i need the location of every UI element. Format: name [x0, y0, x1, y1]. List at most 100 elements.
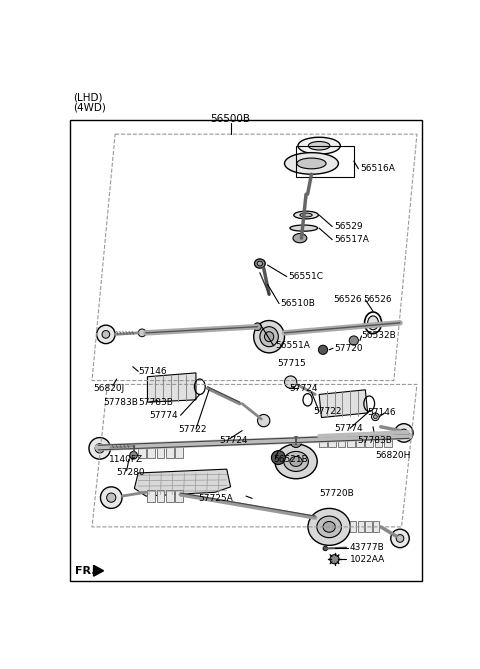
Text: 1022AA: 1022AA [350, 555, 385, 564]
Text: 57724: 57724 [289, 384, 318, 393]
Text: 56532B: 56532B [361, 331, 396, 341]
Ellipse shape [294, 211, 318, 219]
Ellipse shape [260, 326, 278, 347]
Text: 56521B: 56521B [273, 455, 308, 464]
Ellipse shape [264, 332, 274, 342]
Text: 57715: 57715 [277, 359, 306, 368]
Text: (LHD): (LHD) [73, 92, 102, 102]
Text: 1140FZ: 1140FZ [109, 455, 143, 464]
Circle shape [396, 535, 404, 543]
Text: 57720B: 57720B [319, 489, 354, 498]
Ellipse shape [300, 213, 312, 217]
Bar [350, 520, 356, 531]
Circle shape [138, 329, 146, 337]
Text: 57146: 57146 [368, 408, 396, 417]
Ellipse shape [290, 456, 302, 466]
Bar [156, 444, 164, 458]
Bar [71, 120, 421, 581]
Circle shape [330, 555, 339, 564]
Circle shape [254, 323, 262, 330]
Bar [166, 444, 174, 458]
Circle shape [130, 452, 137, 459]
Text: 43777B: 43777B [350, 543, 384, 552]
Text: 57280: 57280 [117, 468, 145, 478]
Ellipse shape [275, 444, 317, 479]
Bar [374, 434, 382, 447]
Bar [328, 434, 336, 447]
Text: 56526: 56526 [363, 295, 392, 304]
Bar [138, 444, 146, 458]
Ellipse shape [317, 516, 341, 538]
Circle shape [100, 487, 122, 508]
Circle shape [258, 415, 270, 427]
Bar [296, 146, 354, 177]
Circle shape [391, 529, 409, 548]
Text: 56526: 56526 [333, 295, 361, 304]
Text: 57774: 57774 [150, 411, 179, 419]
Bar [356, 434, 364, 447]
Bar [347, 434, 355, 447]
Circle shape [318, 345, 328, 355]
Ellipse shape [323, 522, 336, 533]
Text: 57722: 57722 [314, 407, 342, 416]
Bar [337, 434, 345, 447]
Bar [147, 490, 155, 502]
Text: 56820J: 56820J [94, 384, 125, 393]
Ellipse shape [368, 316, 378, 330]
Circle shape [395, 423, 413, 442]
Ellipse shape [285, 153, 338, 174]
Circle shape [285, 376, 297, 388]
Polygon shape [134, 469, 230, 496]
Polygon shape [319, 390, 368, 417]
Ellipse shape [308, 508, 350, 545]
Polygon shape [94, 565, 104, 576]
Text: 57774: 57774 [335, 424, 363, 433]
Bar [365, 520, 372, 531]
Bar [373, 520, 379, 531]
Circle shape [102, 330, 110, 339]
Bar [365, 434, 373, 447]
Text: 56551C: 56551C [288, 272, 324, 281]
Text: 57783B: 57783B [103, 397, 138, 407]
Ellipse shape [254, 320, 285, 353]
Circle shape [89, 438, 110, 459]
Text: 57724: 57724 [219, 436, 248, 445]
Text: FR.: FR. [75, 566, 96, 576]
Text: 57783B: 57783B [138, 397, 173, 407]
Text: 56517A: 56517A [335, 235, 370, 244]
Bar [358, 520, 364, 531]
Text: (4WD): (4WD) [73, 103, 106, 113]
Circle shape [95, 444, 104, 453]
Text: 57146: 57146 [138, 367, 167, 376]
Bar [175, 444, 183, 458]
Text: 56500B: 56500B [211, 114, 251, 124]
Ellipse shape [254, 259, 265, 268]
Text: 56529: 56529 [335, 222, 363, 231]
Text: 57725A: 57725A [198, 494, 233, 503]
Text: 56510B: 56510B [281, 299, 315, 308]
Text: 56516A: 56516A [360, 165, 395, 173]
Ellipse shape [290, 225, 318, 231]
Ellipse shape [308, 142, 330, 150]
Bar [147, 444, 155, 458]
Ellipse shape [257, 261, 263, 266]
Text: 57722: 57722 [178, 425, 207, 434]
Bar [384, 434, 392, 447]
Text: 56551A: 56551A [275, 341, 310, 351]
Ellipse shape [293, 233, 307, 243]
Bar [156, 490, 164, 502]
Circle shape [349, 336, 359, 345]
Bar [166, 490, 174, 502]
Circle shape [291, 437, 301, 448]
Circle shape [107, 493, 116, 502]
Ellipse shape [297, 158, 326, 169]
Circle shape [372, 413, 379, 421]
Circle shape [271, 451, 285, 464]
Circle shape [400, 429, 408, 437]
Circle shape [373, 415, 377, 419]
Circle shape [96, 325, 115, 344]
Text: 57783B: 57783B [358, 436, 393, 445]
Text: 57720: 57720 [335, 344, 363, 353]
Ellipse shape [284, 452, 308, 472]
Bar [319, 434, 327, 447]
